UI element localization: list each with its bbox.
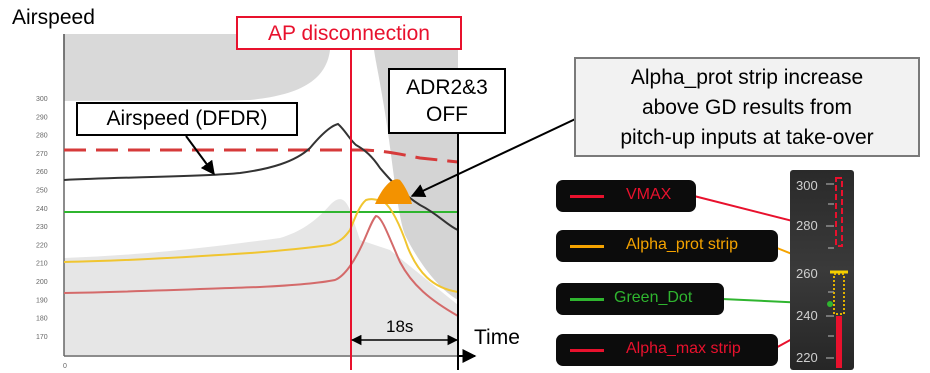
adr-label-line1: ADR2&3 — [406, 76, 488, 99]
y-tick-label: 190 — [36, 297, 48, 304]
alpha-prot-increase-marker — [375, 179, 412, 204]
legend-alpha-prot-label: Alpha_prot strip — [626, 236, 739, 253]
alpha-explanation-line2: above GD results from — [641, 96, 853, 119]
y-tick-label: 260 — [36, 169, 48, 176]
interval-label: 18s — [386, 317, 414, 336]
tape-tick-300: 300 — [796, 178, 818, 193]
legend-vmax-label: VMAX — [626, 186, 672, 203]
x-tick-zero: 0 — [63, 363, 67, 370]
legend-alpha-prot-swatch — [570, 245, 604, 248]
dfdr-leader — [185, 135, 215, 176]
legend-vmax: VMAX — [556, 180, 696, 212]
lower-gray-envelope — [64, 199, 458, 355]
y-axis-title: Airspeed — [12, 6, 95, 29]
adr-off-callout: ADR2&3 OFF — [388, 68, 506, 134]
y-tick-label: 270 — [36, 151, 48, 158]
tape-alpha-max-strip — [836, 316, 842, 368]
alpha-prot-explanation-callout: Alpha_prot strip increase above GD resul… — [574, 57, 920, 157]
y-tick-labels: 300 290 280 270 260 250 240 230 220 210 200 190 180 1… — [36, 96, 48, 341]
ap-disconnection-callout: AP disconnection — [236, 16, 462, 50]
tape-green-dot — [827, 301, 833, 307]
tape-markings — [826, 177, 848, 368]
speed-tape: 300 280 260 240 220 — [790, 170, 854, 370]
tape-tick-260: 260 — [796, 266, 818, 281]
upper-gray-envelope — [64, 34, 331, 101]
legend-vmax-swatch — [570, 195, 604, 198]
tape-tick-280: 280 — [796, 218, 818, 233]
legend-alpha-max-label: Alpha_max strip — [626, 340, 741, 357]
y-tick-label: 280 — [36, 133, 48, 140]
alpha-leader — [410, 113, 587, 197]
x-axis-title: Time — [474, 326, 520, 349]
legend-green-dot: Green_Dot — [556, 283, 724, 315]
alpha-explanation-line1: Alpha_prot strip increase — [630, 66, 864, 89]
legend-alpha-prot: Alpha_prot strip — [556, 230, 778, 262]
y-tick-label: 200 — [36, 279, 48, 286]
vmax-line — [64, 148, 459, 164]
airspeed-dfdr-callout: Airspeed (DFDR) — [76, 102, 298, 136]
y-tick-label: 180 — [36, 316, 48, 323]
tape-vmax-strip — [835, 177, 843, 247]
alpha-prot-line — [63, 198, 459, 293]
legend-alpha-max: Alpha_max strip — [556, 334, 778, 366]
alpha-max-line — [63, 214, 459, 317]
y-tick-label: 250 — [36, 188, 48, 195]
legend-green-dot-swatch — [570, 298, 604, 301]
y-tick-label: 220 — [36, 242, 48, 249]
tape-alpha-prot-strip — [833, 273, 845, 315]
airspeed-dfdr-label: Airspeed (DFDR) — [106, 107, 268, 130]
y-tick-label: 240 — [36, 206, 48, 213]
alpha-explanation-line3: pitch-up inputs at take-over — [620, 126, 874, 149]
legend-alpha-max-swatch — [570, 349, 604, 352]
ap-disconnection-label: AP disconnection — [268, 22, 430, 45]
adr-label-line2: OFF — [426, 103, 468, 126]
y-tick-label: 290 — [36, 114, 48, 121]
y-tick-label: 210 — [36, 261, 48, 268]
tape-tick-220: 220 — [796, 350, 818, 365]
tape-tick-240: 240 — [796, 308, 818, 323]
y-tick-label: 300 — [36, 96, 48, 103]
legend-green-dot-label: Green_Dot — [614, 289, 693, 306]
y-tick-label: 230 — [36, 224, 48, 231]
y-tick-label: 170 — [36, 334, 48, 341]
